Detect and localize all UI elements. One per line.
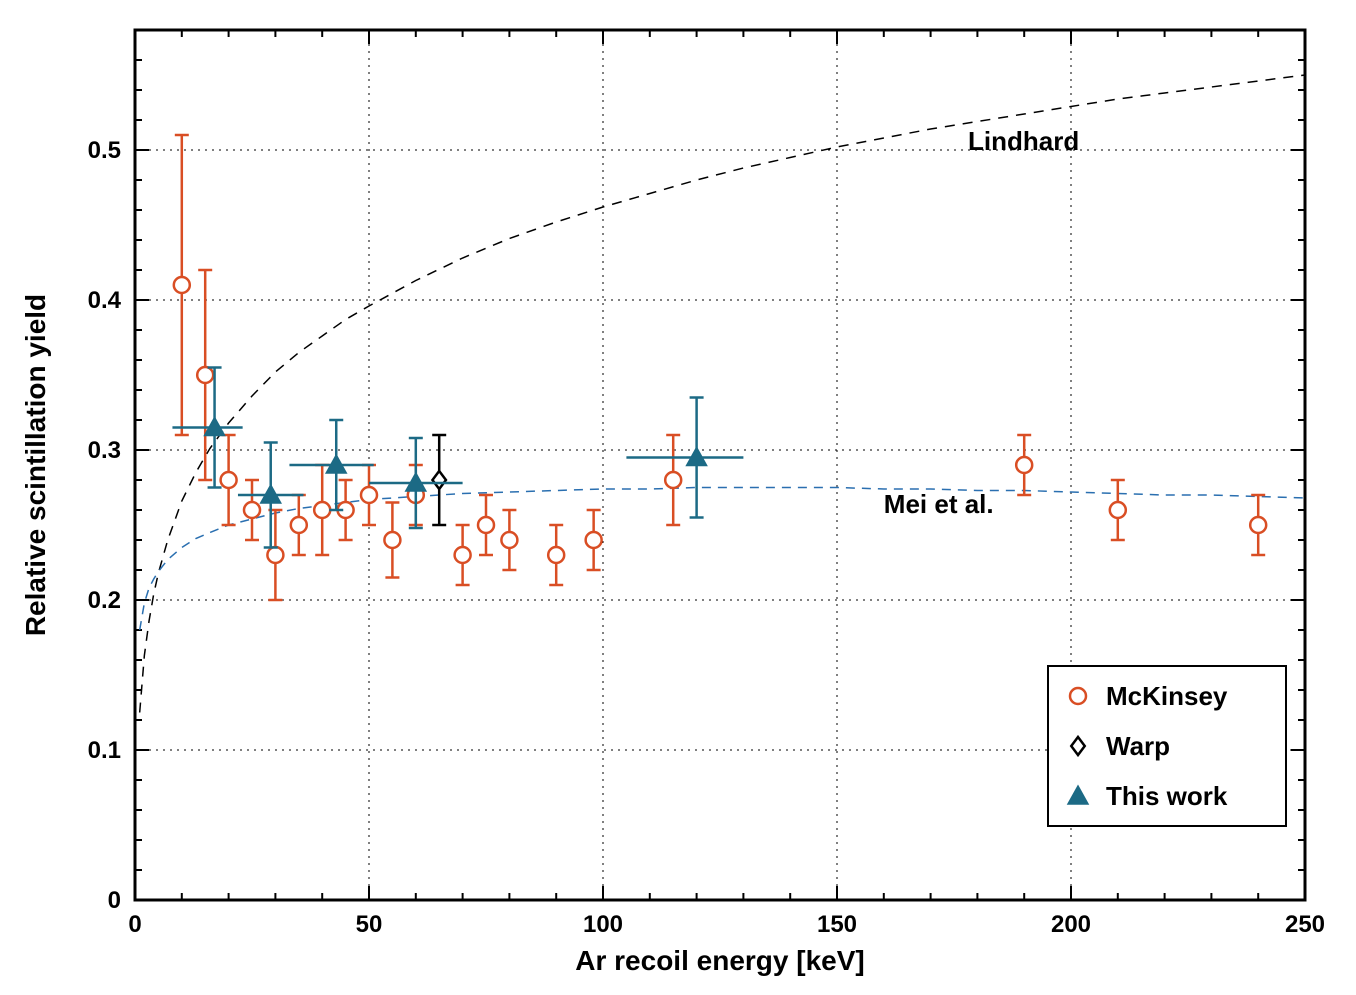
scatter-chart: 0 50 100 150 200 250 0 0.1 0.2 0.3 0.4 0.5 Ar recoil… xyxy=(0,0,1356,995)
x-tick-label: 100 xyxy=(583,911,623,938)
chart-container: 0 50 100 150 200 250 0 0.1 0.2 0.3 0.4 0.5 Ar recoil… xyxy=(0,0,1356,995)
x-axis-label: Ar recoil energy [keV] xyxy=(575,945,864,976)
lindhard-label: Lindhard xyxy=(968,126,1079,156)
legend-label-mckinsey: McKinsey xyxy=(1106,681,1228,711)
y-tick-label: 0.5 xyxy=(88,137,121,164)
legend-label-warp: Warp xyxy=(1106,731,1170,761)
y-tick-label: 0.4 xyxy=(88,287,122,314)
y-axis-label: Relative scintillation yield xyxy=(20,294,51,636)
mei-label: Mei et al. xyxy=(884,489,994,519)
legend-label-thiswork: This work xyxy=(1106,781,1228,811)
x-tick-label: 250 xyxy=(1285,911,1325,938)
x-tick-label: 0 xyxy=(128,911,141,938)
y-tick-label: 0.3 xyxy=(88,437,121,464)
y-tick-label: 0.1 xyxy=(88,737,121,764)
x-tick-label: 150 xyxy=(817,911,857,938)
x-tick-label: 200 xyxy=(1051,911,1091,938)
x-tick-label: 50 xyxy=(356,911,383,938)
y-tick-label: 0.2 xyxy=(88,587,121,614)
y-tick-label: 0 xyxy=(108,887,121,914)
